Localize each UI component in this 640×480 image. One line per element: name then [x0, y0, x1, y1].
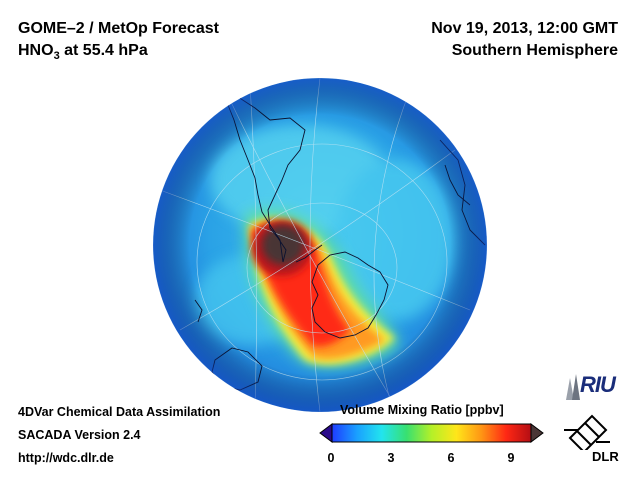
colorbar-ramp	[331, 423, 532, 443]
pressure-level: at 55.4 hPa	[59, 42, 148, 59]
dlr-logo-text: DLR	[592, 449, 619, 464]
dlr-logo-icon	[564, 414, 610, 450]
colorbar-high-arrow	[530, 423, 544, 443]
colorbar-tick-3: 3	[387, 451, 395, 465]
riu-logo-text: RIU	[580, 372, 616, 397]
region-label: Southern Hemisphere	[451, 42, 618, 59]
datetime-label: Nov 19, 2013, 12:00 GMT	[431, 20, 618, 37]
colorbar-title: Volume Mixing Ratio [ppbv]	[340, 403, 504, 417]
colorbar-tick-9: 9	[507, 451, 515, 465]
colorbar-tick-0: 0	[327, 451, 335, 465]
species-subscript: 3	[53, 50, 60, 63]
riu-logo-icon	[566, 374, 580, 400]
footer-line-1: 4DVar Chemical Data Assimilation	[18, 405, 221, 419]
instrument-title: GOME–2 / MetOp Forecast	[18, 20, 219, 37]
species-prefix: HNO	[18, 42, 54, 59]
footer-link[interactable]: http://wdc.dlr.de	[18, 451, 114, 465]
colorbar	[319, 423, 544, 443]
colorbar-low-arrow	[319, 423, 333, 443]
globe-disk	[153, 78, 487, 412]
time-block: Nov 19, 2013, 12:00 GMT Southern Hemisph…	[431, 18, 618, 62]
title-block: GOME–2 / MetOp Forecast HNO3 at 55.4 hPa	[18, 18, 219, 67]
colorbar-tick-6: 6	[447, 451, 455, 465]
footer-line-2: SACADA Version 2.4	[18, 428, 141, 442]
species-title: HNO3 at 55.4 hPa	[18, 40, 219, 67]
